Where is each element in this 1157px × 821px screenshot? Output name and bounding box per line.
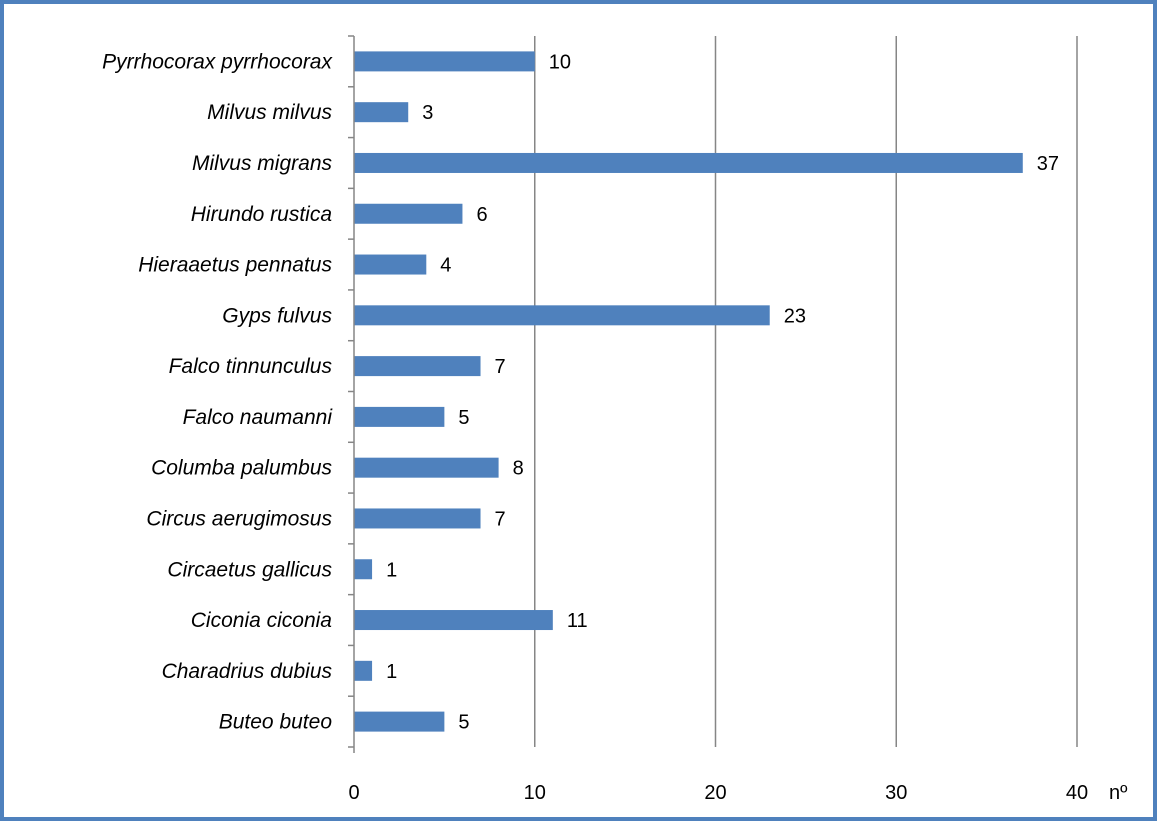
data-label: 1 (386, 559, 397, 581)
bar (354, 508, 481, 529)
x-tick-label: 0 (348, 782, 359, 804)
data-label: 6 (476, 204, 487, 226)
data-label: 7 (495, 356, 506, 378)
category-label: Gyps fulvus (222, 304, 332, 327)
x-tick-label: 20 (704, 782, 726, 804)
data-label: 1 (386, 661, 397, 683)
y-axis (348, 35, 355, 753)
bar (354, 610, 553, 631)
bar (354, 254, 427, 275)
x-tick-label: 40 (1066, 782, 1088, 804)
x-tick-label: 10 (524, 782, 546, 804)
bar (354, 102, 409, 123)
category-label: Hirundo rustica (191, 203, 332, 226)
bar (354, 559, 373, 580)
bar (354, 51, 535, 72)
category-label: Charadrius dubius (162, 660, 333, 683)
bar (354, 203, 463, 224)
data-label: 4 (440, 255, 451, 277)
bar (354, 152, 1023, 173)
data-label: 37 (1037, 153, 1059, 175)
category-label: Falco tinnunculus (169, 355, 333, 378)
bar-chart: Pyrrhocorax pyrrhocorax Milvus milvus Milv… (102, 35, 1128, 804)
bar (354, 711, 445, 732)
bar (354, 457, 499, 478)
category-label: Buteo buteo (219, 711, 333, 734)
category-labels: Pyrrhocorax pyrrhocorax Milvus milvus Milv… (102, 50, 333, 733)
data-label: 23 (784, 305, 806, 327)
data-label: 8 (513, 458, 524, 480)
data-label: 5 (458, 712, 469, 734)
bars (354, 51, 1023, 732)
bar (354, 660, 373, 681)
category-label: Milvus migrans (192, 152, 333, 175)
category-label: Ciconia ciconia (191, 609, 332, 632)
x-axis-label: nº (1109, 782, 1128, 804)
gridlines (534, 36, 1078, 747)
data-label: 5 (458, 407, 469, 429)
category-label: Circaetus gallicus (167, 558, 332, 581)
category-label: Milvus milvus (207, 101, 332, 124)
bar (354, 406, 445, 427)
bar (354, 305, 770, 326)
category-label: Falco naumanni (183, 406, 334, 429)
category-label: Pyrrhocorax pyrrhocorax (102, 50, 333, 73)
data-label: 3 (422, 102, 433, 124)
bar (354, 356, 481, 377)
data-label: 7 (495, 508, 506, 530)
data-label: 10 (549, 51, 571, 73)
category-label: Columba palumbus (151, 457, 332, 480)
category-label: Hieraaetus pennatus (138, 254, 332, 277)
data-label: 11 (567, 610, 588, 632)
x-tick-labels: 0 10 20 30 40 (348, 782, 1088, 804)
category-label: Circus aerugimosus (146, 507, 332, 530)
x-tick-label: 30 (885, 782, 907, 804)
